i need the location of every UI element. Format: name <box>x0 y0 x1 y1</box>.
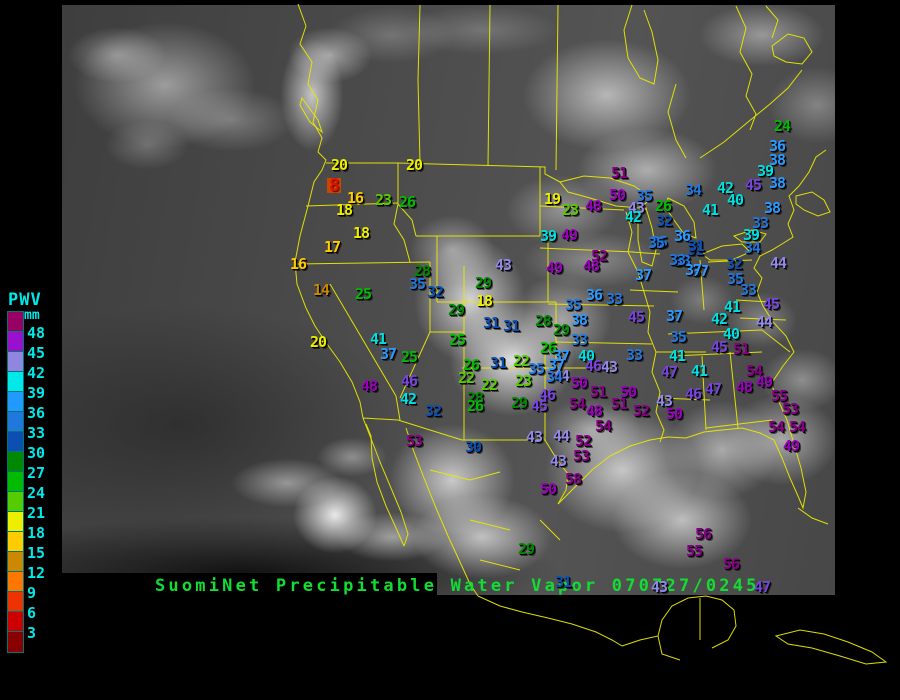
legend-title: PWV <box>8 290 42 310</box>
legend-value-label: 45 <box>27 344 46 362</box>
legend-color-swatch <box>8 392 23 412</box>
legend-value-label: 15 <box>27 544 46 562</box>
legend-color-swatch <box>8 592 23 612</box>
pwv-color-scale: PWV mm 48 45 42 39 36 33 30 27 24 21 18 15 12 9 6 3 <box>0 0 60 700</box>
legend-value-label: 18 <box>27 524 46 542</box>
legend-color-swatch <box>8 332 23 352</box>
satellite-image[interactable] <box>62 5 835 595</box>
legend-color-swatch <box>8 492 23 512</box>
flagged-station-value: 8 <box>329 175 340 196</box>
legend-value-label: 27 <box>27 464 46 482</box>
legend-unit: mm <box>24 308 40 323</box>
legend-color-swatch <box>8 532 23 552</box>
legend-color-swatch <box>8 572 23 592</box>
legend-color-swatch <box>8 372 23 392</box>
legend-value-label: 9 <box>27 584 37 602</box>
legend-value-label: 24 <box>27 484 46 502</box>
image-title: SuomiNet Precipitable Water Vapor 070727… <box>155 576 760 596</box>
legend-value-label: 33 <box>27 424 46 442</box>
legend-color-swatch <box>8 472 23 492</box>
legend-color-swatch <box>8 632 23 652</box>
legend-value-label: 21 <box>27 504 46 522</box>
legend-color-swatch <box>8 412 23 432</box>
legend-value-label: 30 <box>27 444 46 462</box>
legend-color-swatch <box>8 432 23 452</box>
bottom-black-band <box>62 573 437 597</box>
legend-value-label: 12 <box>27 564 46 582</box>
legend-value-label: 3 <box>27 624 37 642</box>
legend-value-label: 36 <box>27 404 46 422</box>
legend-color-swatch <box>8 552 23 572</box>
legend-value-label: 6 <box>27 604 37 622</box>
legend-color-swatch <box>8 612 23 632</box>
legend-color-swatch <box>8 312 23 332</box>
legend-color-swatch <box>8 452 23 472</box>
legend-color-swatch <box>8 352 23 372</box>
legend-color-swatch <box>8 512 23 532</box>
legend-value-label: 39 <box>27 384 46 402</box>
legend-value-label: 42 <box>27 364 46 382</box>
legend-value-label: 48 <box>27 324 46 342</box>
